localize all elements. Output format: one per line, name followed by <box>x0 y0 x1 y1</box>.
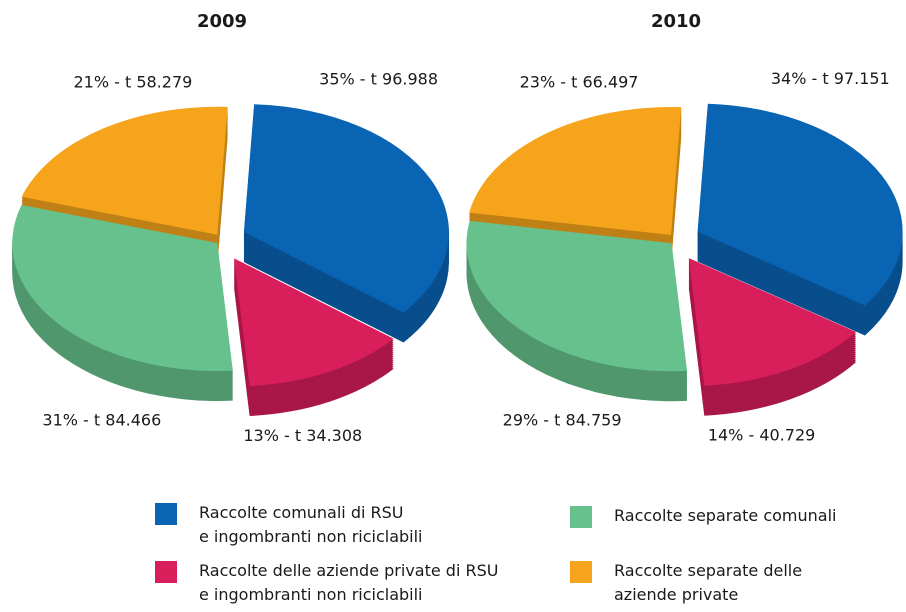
chart-title: 2010 <box>651 11 701 32</box>
data-label: 31% - t 84.466 <box>42 410 161 429</box>
legend-item: Raccolte separate comunali <box>570 506 836 528</box>
legend-swatch <box>570 506 592 528</box>
legend-label: Raccolte separate comunali <box>614 506 837 525</box>
data-label: 14% - 40.729 <box>708 426 816 445</box>
slice <box>466 220 688 372</box>
data-label: 34% - t 97.151 <box>771 69 890 88</box>
data-label: 21% - t 58.279 <box>73 72 192 91</box>
slice <box>12 205 233 371</box>
slice <box>469 106 682 235</box>
slice <box>243 104 449 313</box>
slice <box>234 258 394 387</box>
slice <box>697 103 903 306</box>
data-label: 23% - t 66.497 <box>520 72 639 91</box>
legend-label: Raccolte comunali di RSU e ingombranti n… <box>199 503 423 546</box>
chart-title: 2009 <box>197 11 247 32</box>
data-label: 29% - t 84.759 <box>503 411 622 430</box>
slice <box>21 106 228 235</box>
legend-item: Raccolte comunali di RSU e ingombranti n… <box>155 503 423 549</box>
legend-label: Raccolte separate delle aziende private <box>614 561 803 604</box>
legend-swatch <box>570 561 592 583</box>
legend-swatch <box>155 503 177 525</box>
data-label: 13% - t 34.308 <box>243 426 362 445</box>
slice <box>688 258 857 386</box>
legend-item: Raccolte separate delle aziende private <box>570 561 802 607</box>
data-label: 35% - t 96.988 <box>319 70 438 89</box>
legend-swatch <box>155 561 177 583</box>
legend-item: Raccolte delle aziende private di RSU e … <box>155 561 498 607</box>
legend-label: Raccolte delle aziende private di RSU e … <box>199 561 499 604</box>
